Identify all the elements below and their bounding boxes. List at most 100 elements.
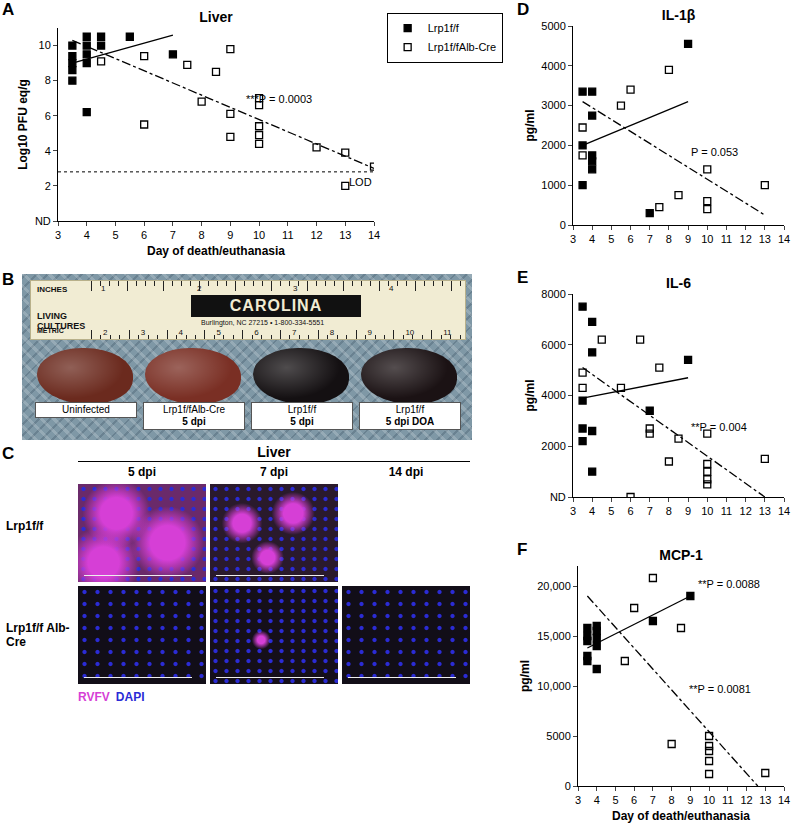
svg-text:***P = 0.0003: ***P = 0.0003 [246, 93, 312, 105]
svg-text:10: 10 [253, 229, 265, 241]
svg-text:8: 8 [666, 233, 672, 245]
svg-text:12: 12 [310, 229, 322, 241]
svg-text:2000: 2000 [541, 139, 565, 151]
svg-text:8000: 8000 [541, 288, 565, 300]
svg-text:Lrp1f/fAlb-Cre: Lrp1f/fAlb-Cre [428, 41, 496, 53]
svg-text:13: 13 [759, 233, 771, 245]
svg-text:4: 4 [84, 229, 90, 241]
svg-text:3000: 3000 [541, 99, 565, 111]
svg-text:pg/ml: pg/ml [523, 110, 537, 142]
html-text:14 dpi: 14 dpi [388, 465, 424, 479]
svg-text:5: 5 [608, 505, 614, 517]
svg-text:LOD: LOD [349, 176, 372, 188]
svg-text:12: 12 [740, 505, 752, 517]
svg-text:11: 11 [721, 233, 732, 245]
svg-text:**P = 0.0088: **P = 0.0088 [698, 578, 760, 590]
svg-text:20,000: 20,000 [537, 580, 571, 592]
svg-text:6: 6 [631, 794, 637, 806]
svg-text:3: 3 [570, 233, 576, 245]
svg-text:2: 2 [45, 180, 51, 192]
html-text:D: D [517, 0, 530, 19]
svg-text:12: 12 [740, 233, 752, 245]
svg-text:6: 6 [45, 110, 51, 122]
svg-text:13: 13 [759, 505, 771, 517]
svg-text:12: 12 [740, 794, 752, 806]
svg-text:Day of death/euthanasia: Day of death/euthanasia [612, 809, 750, 823]
svg-text:10: 10 [39, 39, 51, 51]
svg-text:**P = 0.004: **P = 0.004 [691, 421, 747, 433]
svg-text:ND: ND [35, 215, 51, 227]
svg-text:P = 0.053: P = 0.053 [691, 146, 738, 158]
svg-text:Liver: Liver [199, 9, 233, 25]
svg-text:6000: 6000 [541, 339, 565, 351]
html-text:Lrp1f/f Alb-Cre: Lrp1f/f Alb-Cre [6, 621, 70, 649]
svg-text:7: 7 [170, 229, 176, 241]
svg-text:9: 9 [227, 229, 233, 241]
html-text:CAROLINA: CAROLINA [229, 297, 323, 314]
svg-text:pg/ml: pg/ml [518, 660, 532, 692]
svg-text:MCP-1: MCP-1 [659, 547, 703, 563]
svg-text:11: 11 [721, 505, 732, 517]
svg-text:pg/ml: pg/ml [523, 380, 537, 412]
html-text:LIVING CULTURES: LIVING CULTURES [37, 311, 86, 331]
svg-text:3: 3 [575, 794, 581, 806]
svg-text:10: 10 [703, 794, 715, 806]
svg-text:5: 5 [112, 229, 118, 241]
svg-text:14: 14 [778, 505, 790, 517]
svg-text:4000: 4000 [541, 389, 565, 401]
svg-text:IL-1β: IL-1β [662, 7, 696, 23]
svg-text:4000: 4000 [541, 60, 565, 72]
svg-text:13: 13 [339, 229, 351, 241]
svg-text:14: 14 [778, 794, 790, 806]
html-text:DAPI: DAPI [115, 690, 145, 704]
svg-text:Log10 PFU eq/g: Log10 PFU eq/g [16, 79, 30, 170]
svg-text:3: 3 [570, 505, 576, 517]
html-text:7 dpi: 7 dpi [260, 465, 288, 479]
svg-text:6: 6 [627, 505, 633, 517]
svg-text:0: 0 [565, 780, 571, 792]
svg-text:Day of death/euthanasia: Day of death/euthanasia [147, 244, 285, 258]
svg-text:15,000: 15,000 [537, 630, 571, 642]
svg-text:4: 4 [45, 145, 51, 157]
html-text:Liver: Liver [257, 444, 291, 460]
svg-text:7: 7 [650, 794, 656, 806]
html-text:Lrp1f/f: Lrp1f/f [6, 519, 44, 533]
svg-text:9: 9 [687, 794, 693, 806]
svg-text:9: 9 [685, 505, 691, 517]
svg-text:6: 6 [141, 229, 147, 241]
svg-text:5: 5 [612, 794, 618, 806]
svg-text:1000: 1000 [541, 179, 565, 191]
html-text:5 dpi: 5 dpi [128, 465, 156, 479]
svg-text:IL-6: IL-6 [666, 275, 691, 291]
svg-text:4: 4 [589, 505, 595, 517]
svg-text:2000: 2000 [541, 440, 565, 452]
svg-text:14: 14 [368, 229, 380, 241]
svg-text:8: 8 [199, 229, 205, 241]
svg-text:6: 6 [627, 233, 633, 245]
svg-text:11: 11 [282, 229, 293, 241]
svg-text:4: 4 [594, 794, 600, 806]
svg-text:8: 8 [45, 74, 51, 86]
svg-text:4: 4 [589, 233, 595, 245]
svg-text:11: 11 [722, 794, 733, 806]
svg-text:10: 10 [701, 505, 713, 517]
svg-text:0: 0 [560, 219, 566, 231]
svg-text:5000: 5000 [541, 20, 565, 32]
svg-text:10: 10 [701, 233, 713, 245]
svg-text:3: 3 [55, 229, 61, 241]
svg-text:14: 14 [778, 233, 790, 245]
html-text:A: A [2, 0, 15, 19]
html-text:RVFV: RVFV [78, 690, 110, 704]
svg-text:8: 8 [666, 505, 672, 517]
svg-text:10,000: 10,000 [537, 680, 571, 692]
svg-text:8: 8 [669, 794, 675, 806]
svg-text:5: 5 [608, 233, 614, 245]
svg-text:5000: 5000 [546, 730, 570, 742]
svg-text:Lrp1f/f: Lrp1f/f [428, 22, 460, 34]
svg-text:13: 13 [759, 794, 771, 806]
svg-text:7: 7 [647, 233, 653, 245]
svg-text:9: 9 [685, 233, 691, 245]
svg-text:**P = 0.0081: **P = 0.0081 [689, 683, 751, 695]
svg-text:7: 7 [647, 505, 653, 517]
svg-text:ND: ND [550, 491, 566, 503]
